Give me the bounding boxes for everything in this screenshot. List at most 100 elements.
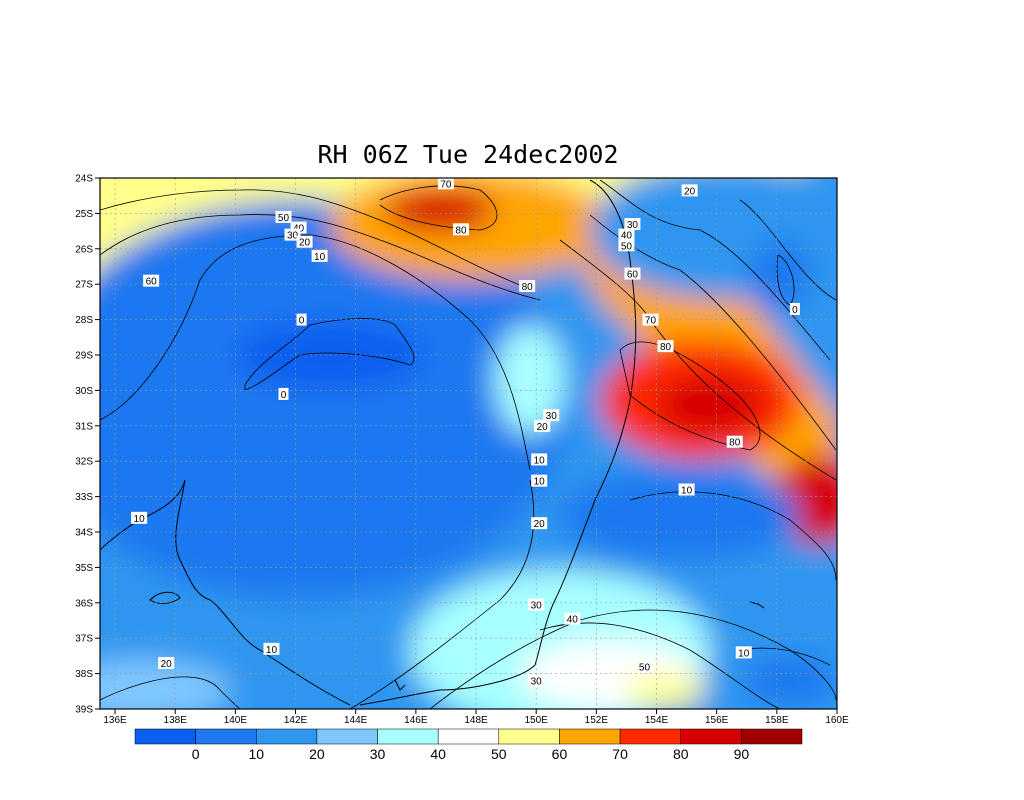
colorbar-swatch [316,728,378,745]
colorbar-swatch [498,728,560,745]
y-tick-label: 26S [75,244,93,255]
y-tick-label: 37S [75,634,93,645]
colorbar [134,728,803,745]
colorbar-swatch [195,728,257,745]
contour-label-bg [263,642,280,655]
y-tick-label: 25S [75,209,93,220]
y-tick-label: 24S [75,174,93,185]
contour-label: 10 [534,455,546,466]
contour-label-bg [284,228,301,241]
colorbar-label: 40 [430,746,446,762]
x-tick-label: 154E [645,715,669,726]
contour-label: 70 [440,179,452,190]
contour-label: 10 [534,477,546,488]
x-tick-label: 156E [705,715,729,726]
contour-label: 20 [299,238,311,249]
contour-label: 30 [627,220,639,231]
contour-label-bg [528,674,545,687]
y-tick-label: 27S [75,280,93,291]
x-tick-label: 146E [404,715,428,726]
colorbar-swatch [437,728,500,745]
contour-label-bg [534,419,551,432]
contour-label: 80 [522,282,534,293]
contour-label: 0 [792,305,798,316]
contour-label-bg [531,474,548,487]
contour-label-bg [452,223,469,236]
x-tick-label: 140E [224,715,248,726]
contour-label: 10 [681,486,693,497]
contour-label-bg [564,612,581,625]
contour-label-bg [531,453,548,466]
x-tick-label: 150E [525,715,549,726]
y-tick-label: 35S [75,563,93,574]
y-tick-label: 32S [75,457,93,468]
colorbar-label: 90 [734,746,750,762]
contour-label-bg [158,656,175,669]
y-tick-label: 34S [75,528,93,539]
contour-label-bg [678,483,695,496]
x-tick-label: 138E [164,715,188,726]
x-tick-label: 148E [464,715,488,726]
y-tick-label: 30S [75,386,93,397]
colorbar-label: 70 [612,746,628,762]
contour-label: 20 [534,519,546,530]
y-tick-label: 33S [75,492,93,503]
colorbar-label: 30 [370,746,386,762]
contour-label-bg [789,302,800,315]
y-tick-label: 36S [75,598,93,609]
contour-field: 7080504030201060008020304050607080030201… [100,178,837,709]
x-tick-label: 160E [825,715,849,726]
contour-label-bg [657,340,674,353]
contour-label-bg [296,235,313,248]
contour-label: 60 [146,277,158,288]
contour-label: 30 [531,601,543,612]
contour-label: 30 [531,677,543,688]
contour-label-bg [618,239,635,252]
contour-label: 10 [314,252,326,263]
contour-label-bg [143,274,160,287]
colorbar-label: 80 [673,746,689,762]
contour-label-bg [275,210,292,223]
contour-label-bg [636,660,653,673]
map-title: RH 06Z Tue 24dec2002 [317,140,619,169]
y-tick-label: 39S [75,705,93,716]
y-tick-label: 38S [75,669,93,680]
contour-label: 20 [161,659,173,670]
contour-label-bg [726,435,743,448]
contour-label-bg [278,387,289,400]
contour-label: 50 [639,663,651,674]
x-tick-label: 158E [765,715,789,726]
contour-label: 40 [567,615,579,626]
colorbar-swatch [559,728,621,745]
y-tick-label: 28S [75,315,93,326]
contour-label: 60 [627,270,639,281]
contour-label-bg [311,249,328,262]
x-tick-label: 144E [344,715,368,726]
contour-label: 40 [621,231,633,242]
colorbar-swatch [256,728,318,745]
colorbar-label: 10 [248,746,264,762]
contour-label-bg [543,409,560,422]
x-tick-label: 136E [103,715,127,726]
contour-label-bg [531,517,548,530]
x-tick-label: 142E [284,715,308,726]
colorbar-label: 20 [309,746,325,762]
contour-label-bg [528,598,545,611]
colorbar-label: 0 [192,746,200,762]
contour-label: 10 [134,514,146,525]
contour-label: 10 [266,645,278,656]
contour-label-bg [296,313,307,326]
contour-label-bg [735,646,752,659]
x-tick-label: 152E [585,715,609,726]
contour-label-bg [519,279,536,292]
y-tick-label: 31S [75,421,93,432]
colorbar-label: 60 [552,746,568,762]
colorbar-swatch [680,728,742,745]
contour-label: 0 [299,316,305,327]
contour-label: 0 [281,390,287,401]
contour-label: 70 [645,316,657,327]
colorbar-label: 50 [491,746,507,762]
contour-label: 20 [537,422,549,433]
colorbar-swatch [134,728,196,745]
